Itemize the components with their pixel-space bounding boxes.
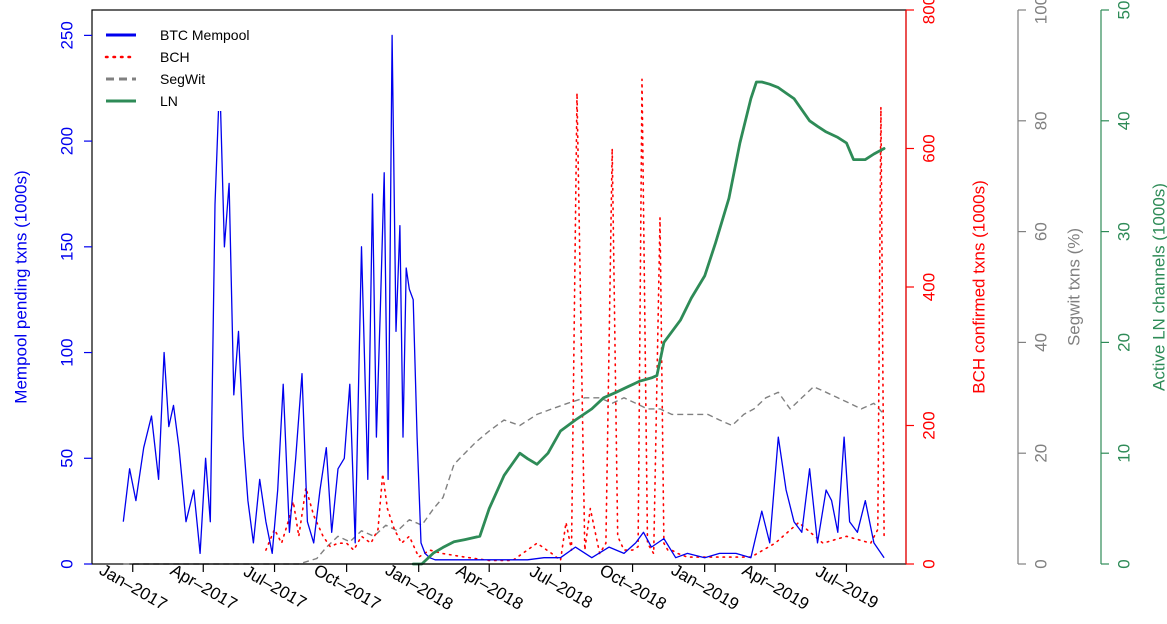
tick-label-bch: 600 [919, 134, 938, 162]
legend: BTC Mempool BCH SegWit LN [96, 15, 286, 111]
tick-label-mempool: 50 [57, 449, 76, 468]
tick-label-ln: 40 [1114, 111, 1133, 130]
tick-label-segwit: 0 [1031, 559, 1050, 568]
axis-title-mempool: Mempool pending txns (1000s) [11, 170, 30, 403]
tick-label-bch: 0 [919, 559, 938, 568]
legend-label-btc: BTC Mempool [160, 27, 249, 43]
tick-label-ln: 50 [1114, 1, 1133, 20]
tick-label-mempool: 100 [57, 338, 76, 366]
series-layer [122, 34, 886, 566]
axis-title-segwit: Segwit txns (%) [1064, 228, 1083, 346]
tick-label-segwit: 100 [1031, 0, 1050, 24]
tick-label-segwit: 20 [1031, 444, 1050, 463]
tick-label-segwit: 80 [1031, 111, 1050, 130]
legend-label-bch: BCH [160, 49, 190, 65]
tick-label-mempool: 150 [57, 233, 76, 261]
tick-label-ln: 20 [1114, 333, 1133, 352]
tick-label-ln: 10 [1114, 444, 1133, 463]
axis-title-bch: BCH confirmed txns (1000s) [969, 180, 988, 394]
series-line-ln [411, 80, 886, 566]
tick-label-segwit: 60 [1031, 222, 1050, 241]
tick-label-mempool: 250 [57, 21, 76, 49]
tick-label-segwit: 40 [1031, 333, 1050, 352]
legend-label-segwit: SegWit [160, 71, 205, 87]
legend-label-ln: LN [160, 93, 178, 109]
series-line-bch [265, 78, 885, 562]
series-line-segwit [123, 386, 885, 565]
series-line-btc-mempool [122, 34, 885, 561]
tick-label-ln: 30 [1114, 222, 1133, 241]
tick-label-ln: 0 [1114, 559, 1133, 568]
tick-label-bch: 200 [919, 411, 938, 439]
tick-label-bch: 400 [919, 273, 938, 301]
legend-box [96, 15, 286, 111]
tick-label-bch: 800 [919, 0, 938, 24]
axis-title-ln: Active LN channels (1000s) [1149, 183, 1167, 391]
tick-label-mempool: 0 [57, 559, 76, 568]
tick-label-mempool: 200 [57, 127, 76, 155]
